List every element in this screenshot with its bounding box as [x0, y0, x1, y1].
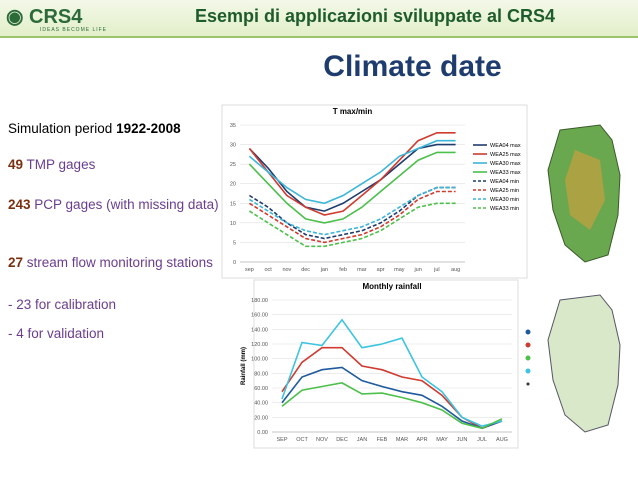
- y-tick-label: 10: [230, 221, 236, 227]
- plot-frame: [221, 104, 528, 279]
- y-tick-label: 5: [233, 240, 236, 246]
- text-line: 243 PCP gages (with missing data): [8, 196, 223, 213]
- x-tick-label: JAN: [357, 437, 367, 443]
- x-tick-label: AUG: [496, 437, 508, 443]
- text: 1922-2008: [116, 121, 181, 136]
- y-tick-label: 30: [230, 143, 236, 149]
- x-tick-label: sep: [245, 267, 254, 273]
- y-tick-label: 25: [230, 162, 236, 168]
- map-legend-dot: [526, 382, 530, 386]
- text: 243: [8, 197, 31, 212]
- y-tick-label: 20.00: [254, 415, 268, 421]
- x-tick-label: aug: [451, 267, 460, 273]
- x-tick-label: feb: [339, 267, 347, 273]
- y-tick-label: 60.00: [254, 386, 268, 392]
- x-tick-label: APR: [416, 437, 427, 443]
- text: PCP gages (with missing data): [30, 197, 219, 212]
- x-tick-label: dec: [301, 267, 310, 273]
- x-tick-label: DEC: [336, 437, 348, 443]
- x-tick-label: jun: [413, 267, 421, 273]
- x-tick-label: jul: [433, 267, 440, 273]
- series-line: [248, 143, 456, 212]
- text-line: - 4 for validation: [8, 325, 223, 342]
- y-tick-label: 0: [233, 260, 236, 266]
- x-tick-label: MAY: [436, 437, 448, 443]
- legend-label: WEA25 min: [490, 188, 519, 194]
- y-tick-label: 180.00: [251, 298, 268, 304]
- y-tick-label: 140.00: [251, 327, 268, 333]
- plot-frame: [253, 279, 519, 449]
- text: - 4 for validation: [8, 326, 105, 341]
- y-axis-label: Rainfall (mm): [241, 347, 247, 385]
- legend-label: WEA30 max: [490, 161, 521, 167]
- x-tick-label: oct: [264, 267, 272, 273]
- x-tick-label: NOV: [316, 437, 328, 443]
- y-tick-label: 40.00: [254, 401, 268, 407]
- y-tick-label: 35: [230, 123, 236, 129]
- series-line: [248, 132, 456, 216]
- text-line: - 23 for calibration: [8, 296, 223, 313]
- map-legend-dot: [525, 355, 531, 361]
- x-tick-label: apr: [377, 267, 385, 273]
- text: 49: [8, 157, 24, 172]
- series-line: [281, 366, 503, 430]
- legend-label: WEA04 max: [490, 143, 521, 149]
- map-legend-dot: [525, 368, 531, 374]
- x-tick-label: MAR: [396, 437, 408, 443]
- y-tick-label: 100.00: [251, 357, 268, 363]
- legend-label: WEA33 max: [490, 170, 521, 176]
- map-relief: [565, 150, 605, 230]
- series-line: [248, 190, 456, 244]
- x-tick-label: mar: [357, 267, 367, 273]
- x-tick-label: SEP: [276, 437, 287, 443]
- x-tick-label: may: [394, 267, 405, 273]
- x-tick-label: JUN: [457, 437, 468, 443]
- x-tick-label: JUL: [477, 437, 487, 443]
- logo: ◉ CRS4: [6, 6, 83, 28]
- series-line: [281, 318, 503, 427]
- legend-label: WEA30 min: [490, 197, 519, 203]
- slide-title: Esempi di applicazioni sviluppate al CRS…: [194, 6, 556, 26]
- heading: Climate date: [323, 50, 502, 83]
- chart-title: T max/min: [333, 107, 373, 116]
- header-bar: [0, 0, 638, 38]
- x-tick-label: OCT: [296, 437, 308, 443]
- legend-label: WEA33 min: [490, 206, 519, 212]
- y-tick-label: 15: [230, 201, 236, 207]
- text: stream flow monitoring stations: [23, 255, 213, 270]
- series-line: [248, 139, 456, 205]
- y-tick-label: 120.00: [251, 342, 268, 348]
- text: 27: [8, 255, 24, 270]
- legend-label: WEA25 max: [490, 152, 521, 158]
- chart-title: Monthly rainfall: [362, 282, 421, 291]
- logo-tagline: IDEAS BECOME LIFE: [40, 27, 108, 33]
- series-line: [248, 151, 456, 224]
- map-legend-dot: [525, 342, 531, 348]
- text-line: 49 TMP gages: [8, 156, 223, 173]
- series-line: [248, 186, 456, 240]
- legend-label: WEA04 min: [490, 179, 519, 185]
- series-line: [281, 382, 503, 430]
- text: Simulation period: [8, 121, 117, 136]
- map-legend-dot: [525, 329, 531, 335]
- x-tick-label: jan: [320, 267, 328, 273]
- text: TMP gages: [23, 157, 96, 172]
- series-line: [248, 202, 456, 248]
- map: [547, 294, 621, 433]
- text-line: 27 stream flow monitoring stations: [8, 254, 223, 271]
- logo-text: CRS4: [29, 6, 83, 28]
- text: - 23 for calibration: [8, 297, 117, 312]
- x-tick-label: FEB: [377, 437, 388, 443]
- x-tick-label: nov: [282, 267, 291, 273]
- y-tick-label: 0.00: [257, 430, 268, 436]
- y-tick-label: 20: [230, 182, 236, 188]
- y-tick-label: 160.00: [251, 313, 268, 319]
- text-line: Simulation period 1922-2008: [8, 120, 223, 137]
- y-tick-label: 80.00: [254, 371, 268, 377]
- series-line: [248, 186, 456, 236]
